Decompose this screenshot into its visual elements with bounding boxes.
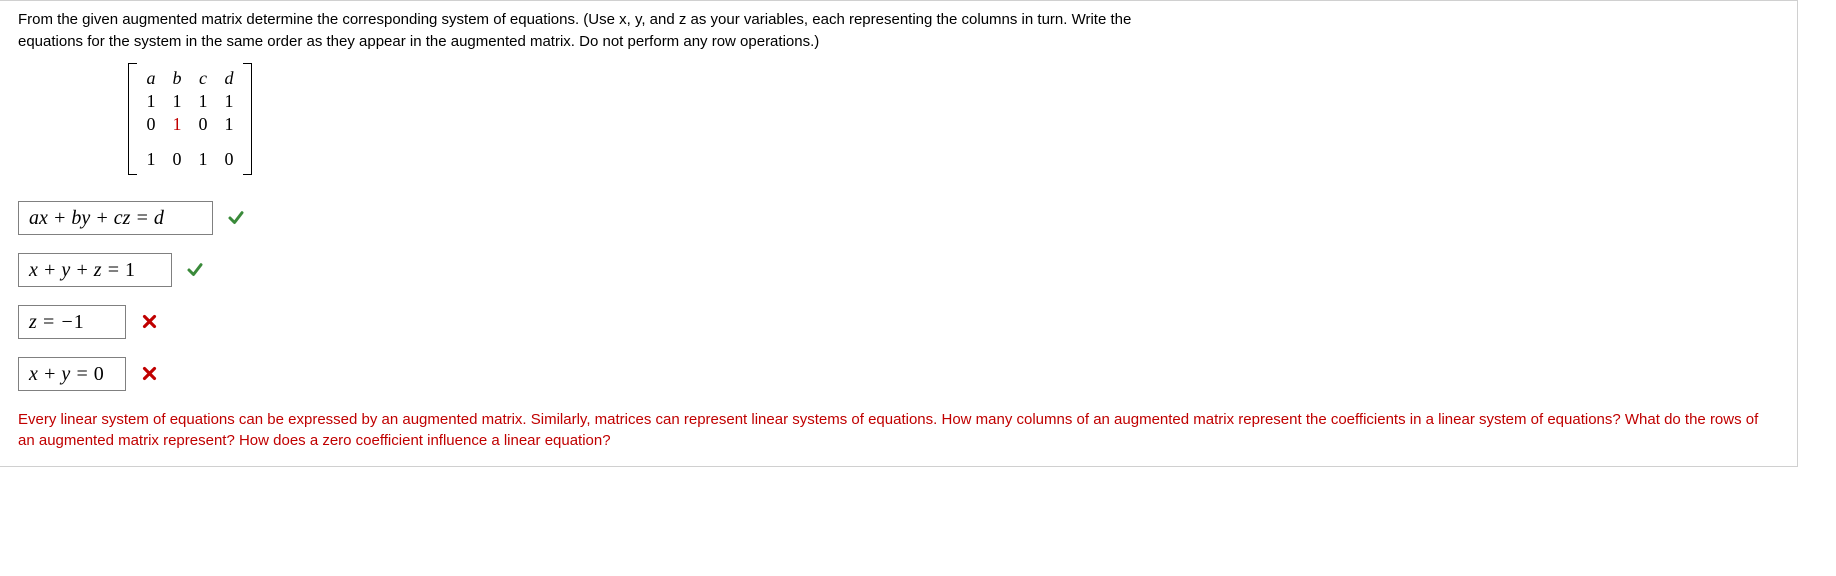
matrix-cell: 1	[138, 148, 164, 171]
matrix-cell: 0	[164, 148, 190, 171]
matrix-cell: 1	[216, 113, 242, 136]
matrix-row: 0 1 0 1	[138, 113, 242, 136]
cross-icon	[140, 365, 158, 383]
answer-input[interactable]: ax + by + cz = d	[18, 201, 213, 235]
problem-panel: From the given augmented matrix determin…	[0, 0, 1798, 467]
check-icon	[227, 209, 245, 227]
matrix-cell: 1	[164, 113, 190, 136]
matrix-header: a b c d	[138, 67, 242, 90]
matrix-right-bracket	[243, 63, 252, 175]
matrix-cell: 1	[190, 148, 216, 171]
matrix-cell: 1	[138, 90, 164, 113]
answer-row: ax + by + cz = d	[18, 201, 1779, 235]
matrix-cell: 0	[216, 148, 242, 171]
answer-row: z = −1	[18, 305, 1779, 339]
matrix-header-cell: c	[190, 67, 216, 90]
answer-row: x + y + z = 1	[18, 253, 1779, 287]
answer-input[interactable]: z = −1	[18, 305, 126, 339]
question-line-1: From the given augmented matrix determin…	[18, 11, 1131, 28]
matrix-cell: 1	[190, 90, 216, 113]
matrix-cell: 0	[138, 113, 164, 136]
matrix-header-cell: d	[216, 67, 242, 90]
matrix-cell: 1	[216, 90, 242, 113]
matrix-left-bracket	[128, 63, 137, 175]
matrix-cell: 1	[164, 90, 190, 113]
answer-input[interactable]: x + y + z = 1	[18, 253, 172, 287]
matrix: a b c d 1 1 1 1 0 1 0 1	[128, 63, 1779, 179]
cross-icon	[140, 313, 158, 331]
matrix-row: 1 1 1 1	[138, 90, 242, 113]
matrix-gap-row	[138, 136, 242, 148]
matrix-header-cell: b	[164, 67, 190, 90]
question-text: From the given augmented matrix determin…	[18, 9, 1779, 53]
matrix-table: a b c d 1 1 1 1 0 1 0 1	[138, 67, 242, 171]
check-icon	[186, 261, 204, 279]
answer-row: x + y = 0	[18, 357, 1779, 391]
matrix-cell: 0	[190, 113, 216, 136]
question-line-2: equations for the system in the same ord…	[18, 33, 819, 50]
answer-input[interactable]: x + y = 0	[18, 357, 126, 391]
matrix-row: 1 0 1 0	[138, 148, 242, 171]
matrix-header-cell: a	[138, 67, 164, 90]
feedback-text: Every linear system of equations can be …	[18, 409, 1779, 453]
